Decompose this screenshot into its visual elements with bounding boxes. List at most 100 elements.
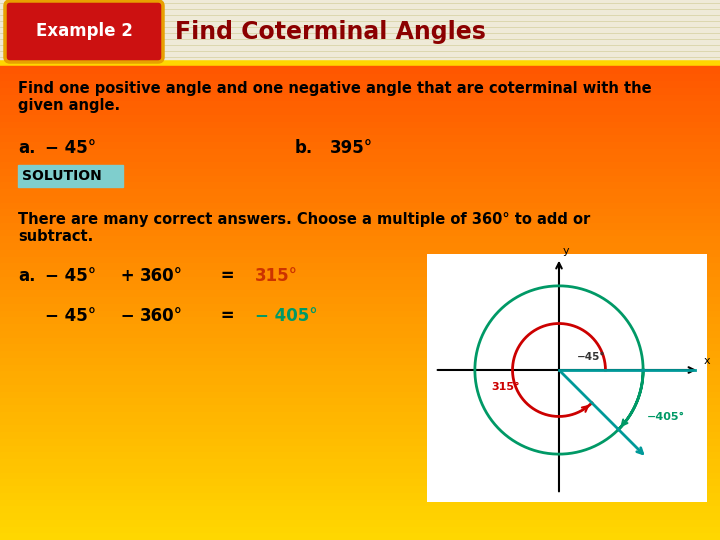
Text: − 45°: − 45° [45,307,96,325]
Bar [0,0,720,63]
Polygon shape [0,345,720,351]
Polygon shape [0,243,720,249]
Polygon shape [0,418,720,426]
Polygon shape [0,87,720,94]
Polygon shape [0,317,720,324]
Polygon shape [0,256,720,263]
Polygon shape [0,338,720,345]
Polygon shape [0,303,720,310]
Text: 360°: 360° [140,267,183,285]
Text: Example 2: Example 2 [35,23,132,40]
Polygon shape [0,81,720,87]
Polygon shape [0,276,720,284]
Text: 360°: 360° [140,307,183,325]
Polygon shape [0,384,720,391]
Text: − 45°: − 45° [45,139,96,157]
Text: SOLUTION: SOLUTION [22,169,102,183]
Text: − 405°: − 405° [255,307,318,325]
Polygon shape [0,453,720,459]
Polygon shape [0,364,720,372]
Polygon shape [0,351,720,357]
Polygon shape [0,492,720,500]
Polygon shape [0,284,720,291]
Polygon shape [0,378,720,384]
Polygon shape [0,14,720,20]
Polygon shape [0,168,720,176]
Polygon shape [0,60,720,68]
Polygon shape [0,156,720,162]
Text: x: x [703,356,710,366]
Bar [18,165,123,187]
Text: −45°: −45° [577,352,605,362]
Polygon shape [0,310,720,317]
Polygon shape [0,148,720,156]
Polygon shape [0,372,720,378]
Text: +: + [115,267,140,285]
Text: − 45°: − 45° [45,267,96,285]
Polygon shape [0,162,720,168]
Polygon shape [0,270,720,276]
Polygon shape [0,6,720,14]
Polygon shape [0,135,720,141]
Polygon shape [0,357,720,364]
Polygon shape [0,399,720,405]
Polygon shape [0,432,720,438]
Polygon shape [0,519,720,526]
Polygon shape [0,486,720,492]
Text: y: y [563,246,570,256]
Polygon shape [0,176,720,183]
Polygon shape [0,202,720,209]
Polygon shape [0,74,720,81]
Text: Find Coterminal Angles: Find Coterminal Angles [175,19,486,44]
Text: a.: a. [18,267,35,285]
Polygon shape [0,47,720,54]
FancyBboxPatch shape [5,1,163,62]
Polygon shape [0,27,720,33]
Polygon shape [0,94,720,102]
Polygon shape [0,297,720,303]
Polygon shape [0,122,720,128]
Polygon shape [0,33,720,40]
Polygon shape [0,195,720,202]
Polygon shape [0,68,720,74]
Polygon shape [0,249,720,256]
Text: −405°: −405° [647,411,685,422]
Polygon shape [0,330,720,338]
Polygon shape [0,426,720,432]
Polygon shape [0,183,720,189]
Polygon shape [0,237,720,243]
Polygon shape [0,230,720,237]
Polygon shape [0,411,720,418]
Polygon shape [0,216,720,222]
Text: subtract.: subtract. [18,229,94,244]
Polygon shape [0,189,720,195]
Polygon shape [0,507,720,513]
Text: =: = [215,307,240,325]
Text: =: = [215,267,240,285]
Polygon shape [0,263,720,270]
Text: Find one positive angle and one negative angle that are coterminal with the: Find one positive angle and one negative… [18,81,652,96]
Polygon shape [0,115,720,122]
Polygon shape [0,480,720,486]
Polygon shape [0,324,720,330]
Polygon shape [0,472,720,480]
Polygon shape [0,513,720,519]
Text: 395°: 395° [330,139,373,157]
Polygon shape [0,141,720,149]
Polygon shape [0,128,720,135]
Polygon shape [0,392,720,399]
Polygon shape [0,446,720,453]
Text: 315°: 315° [491,382,520,392]
Polygon shape [0,20,720,27]
Polygon shape [0,54,720,60]
Text: a.: a. [18,139,35,157]
Text: given angle.: given angle. [18,98,120,113]
Polygon shape [0,108,720,115]
Polygon shape [0,405,720,411]
Polygon shape [0,526,720,534]
Polygon shape [0,102,720,108]
Text: 315°: 315° [255,267,298,285]
Text: b.: b. [295,139,313,157]
Polygon shape [0,222,720,230]
Polygon shape [0,291,720,297]
